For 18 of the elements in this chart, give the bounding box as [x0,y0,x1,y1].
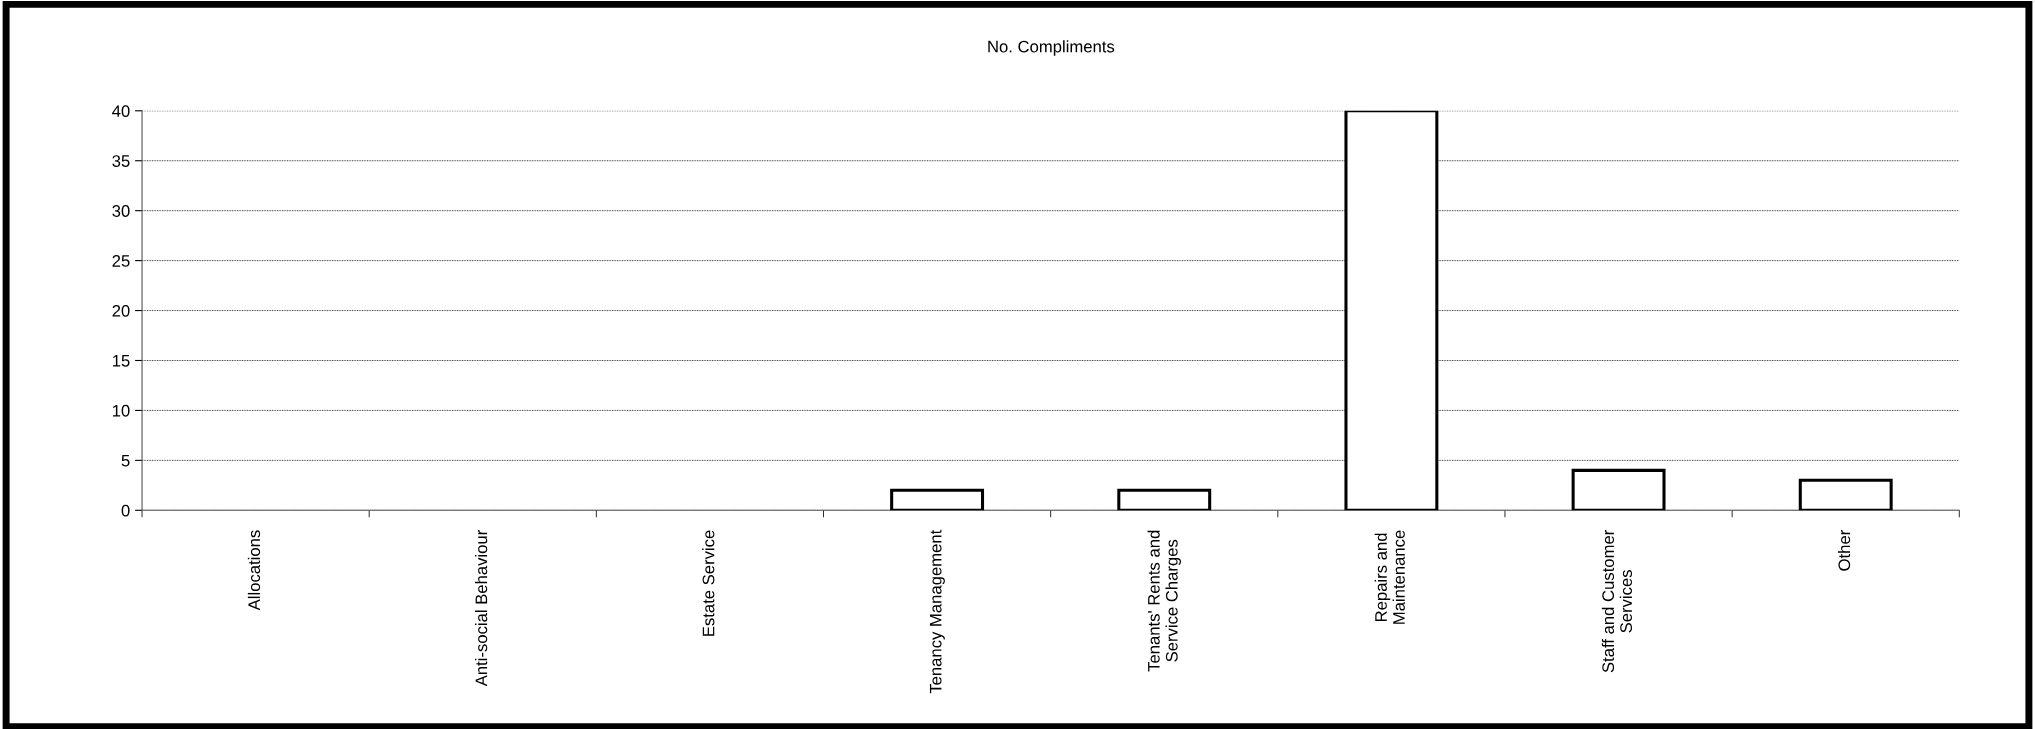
x-tick-label: Repairs and Maintenance [1374,530,1405,624]
x-tick-label: Staff and Customer Services [1601,530,1633,673]
y-tick-label: 10 [112,404,130,417]
x-tick-label: Allocations [247,530,261,611]
x-tick-label: Tenants' Rents and Service Charges [1147,530,1181,672]
y-tick-label: 0 [121,504,130,517]
y-tick-label: 40 [112,105,130,118]
y-tick-label: 15 [112,355,130,367]
y-tick-label: 25 [112,255,130,267]
y-tick-label: 35 [112,155,130,167]
x-tick-label: Estate Service [702,530,715,636]
chart-title: No. Compliments [988,40,1115,56]
x-tick-label: Tenancy Management [929,529,945,694]
y-tick-label: 20 [112,304,130,317]
y-tick-label: 30 [112,205,130,217]
y-tick-label: 5 [121,454,130,467]
x-tick-label: Other [1837,530,1851,571]
x-tick-label: Anti-social Behaviour [475,530,488,687]
